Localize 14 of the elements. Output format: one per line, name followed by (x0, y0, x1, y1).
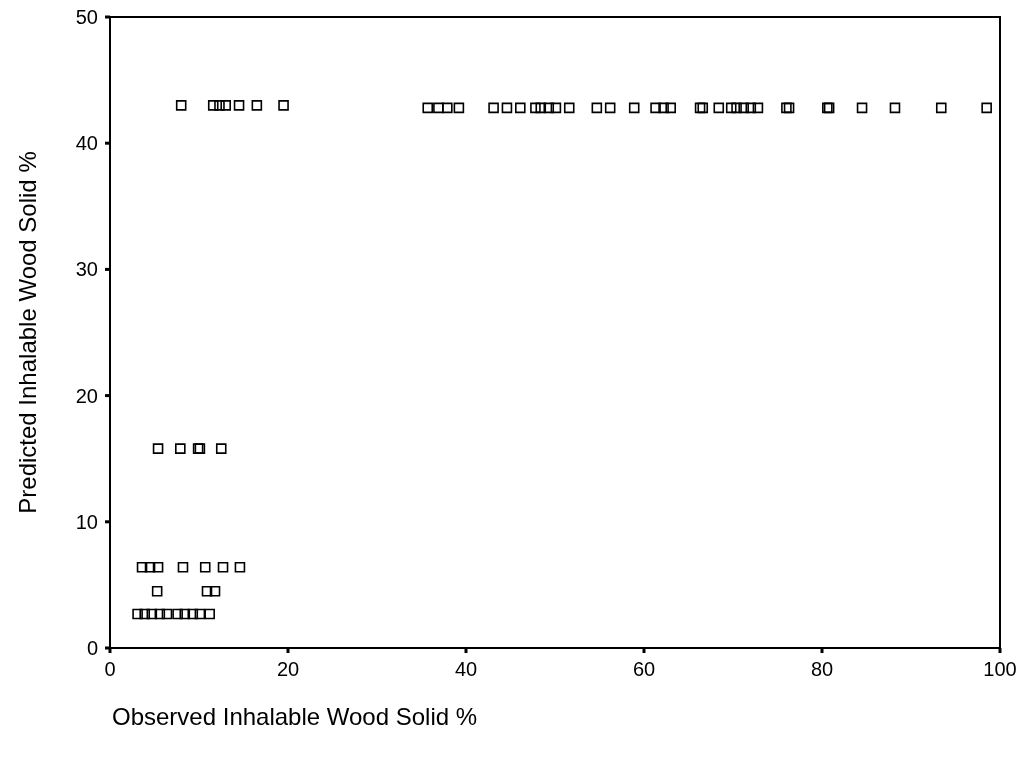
x-axis-title: Observed Inhalable Wood Solid % (112, 703, 478, 730)
y-tick-label: 50 (75, 6, 98, 28)
y-tick-label: 30 (75, 258, 98, 281)
x-tick-label: 20 (276, 658, 300, 680)
y-tick-label: 0 (86, 637, 98, 659)
y-tick-label: 20 (75, 384, 98, 407)
x-tick-label: 0 (104, 658, 116, 680)
x-tick-label: 100 (983, 658, 1017, 680)
y-tick-label: 10 (75, 510, 98, 533)
x-tick-label: 60 (632, 658, 656, 680)
y-tick-label: 40 (75, 132, 98, 155)
y-axis-title: Predicted Inhalable Wood Solid % (14, 151, 41, 514)
x-tick-label: 80 (810, 658, 834, 680)
x-tick-label: 40 (454, 658, 478, 680)
